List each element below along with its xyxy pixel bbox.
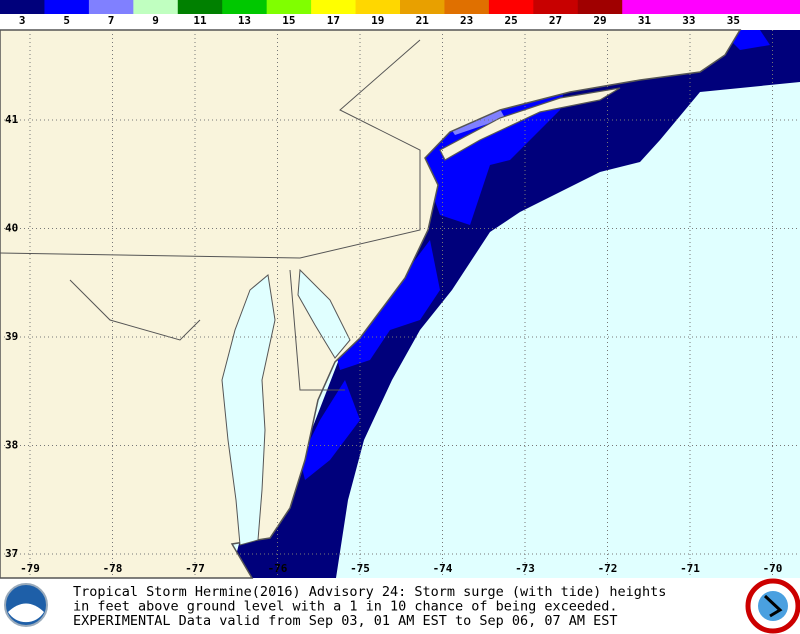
legend-swatch bbox=[311, 0, 357, 14]
latitude-label: 37 bbox=[5, 547, 18, 560]
legend-swatch bbox=[533, 0, 579, 14]
legend-label: 25 bbox=[504, 14, 517, 27]
legend-swatch bbox=[88, 0, 134, 14]
legend-swatch bbox=[355, 0, 401, 14]
latitude-label: 40 bbox=[5, 222, 18, 235]
legend-label: 7 bbox=[108, 14, 115, 27]
legend-swatch bbox=[44, 0, 90, 14]
longitude-label: -71 bbox=[680, 562, 700, 575]
legend-label: 23 bbox=[460, 14, 473, 27]
longitude-label: -70 bbox=[763, 562, 783, 575]
legend-label: 13 bbox=[238, 14, 251, 27]
legend-swatch bbox=[755, 0, 800, 14]
legend-label: 21 bbox=[416, 14, 430, 27]
longitude-label: -74 bbox=[433, 562, 453, 575]
delaware-bay bbox=[297, 268, 351, 359]
legend-swatch bbox=[177, 0, 223, 14]
noaa-logo bbox=[4, 583, 48, 627]
longitude-label: -75 bbox=[350, 562, 370, 575]
legend-label: 19 bbox=[371, 14, 384, 27]
longitude-label: -77 bbox=[185, 562, 205, 575]
longitude-label: -78 bbox=[103, 562, 123, 575]
legend-swatch bbox=[577, 0, 623, 14]
graticule: 41 40 39 38 37-79 -78 -77 -76 -75 -74 -73 -72 -71 -70 bbox=[0, 30, 800, 578]
legend-swatch bbox=[266, 0, 312, 14]
legend-swatch bbox=[400, 0, 445, 14]
long-island bbox=[439, 87, 621, 161]
legend-label: 3 bbox=[19, 14, 26, 27]
longitude-label: -72 bbox=[598, 562, 618, 575]
chesapeake-bay bbox=[221, 274, 276, 546]
caption: Tropical Storm Hermine(2016) Advisory 24… bbox=[73, 584, 666, 629]
legend-label: 15 bbox=[282, 14, 295, 27]
surge-5ft bbox=[300, 380, 360, 480]
nws-logo bbox=[745, 578, 800, 634]
caption-line: in feet above ground level with a 1 in 1… bbox=[73, 599, 618, 615]
legend-label: 35 bbox=[727, 14, 740, 27]
legend-label: 9 bbox=[152, 14, 159, 27]
latitude-label: 41 bbox=[5, 113, 19, 126]
legend-swatch bbox=[711, 0, 757, 14]
legend: 3 5 7 9 11 13 15 17 19 21 23 25 27 29 31 33 35 bbox=[0, 0, 800, 27]
legend-label: 5 bbox=[63, 14, 70, 27]
legend-swatch bbox=[488, 0, 534, 14]
legend-swatch bbox=[666, 0, 712, 14]
longitude-label: -73 bbox=[515, 562, 535, 575]
legend-label: 17 bbox=[327, 14, 340, 27]
legend-swatch bbox=[622, 0, 668, 14]
state-border bbox=[0, 39, 421, 259]
longitude-label: -76 bbox=[268, 562, 288, 575]
legend-swatch bbox=[133, 0, 179, 14]
longitude-label: -79 bbox=[20, 562, 40, 575]
state-border bbox=[69, 279, 201, 341]
state-border bbox=[289, 269, 345, 391]
legend-swatch bbox=[222, 0, 268, 14]
legend-label: 29 bbox=[593, 14, 606, 27]
legend-swatch bbox=[0, 0, 45, 14]
legend-label: 33 bbox=[682, 14, 695, 27]
caption-line: Tropical Storm Hermine(2016) Advisory 24… bbox=[73, 584, 666, 600]
legend-label: 27 bbox=[549, 14, 562, 27]
latitude-label: 38 bbox=[5, 439, 18, 452]
legend-swatch bbox=[444, 0, 490, 14]
latitude-label: 39 bbox=[5, 330, 18, 343]
legend-label: 31 bbox=[638, 14, 652, 27]
caption-line: EXPERIMENTAL Data valid from Sep 03, 01 … bbox=[73, 613, 618, 629]
legend-label: 11 bbox=[193, 14, 207, 27]
